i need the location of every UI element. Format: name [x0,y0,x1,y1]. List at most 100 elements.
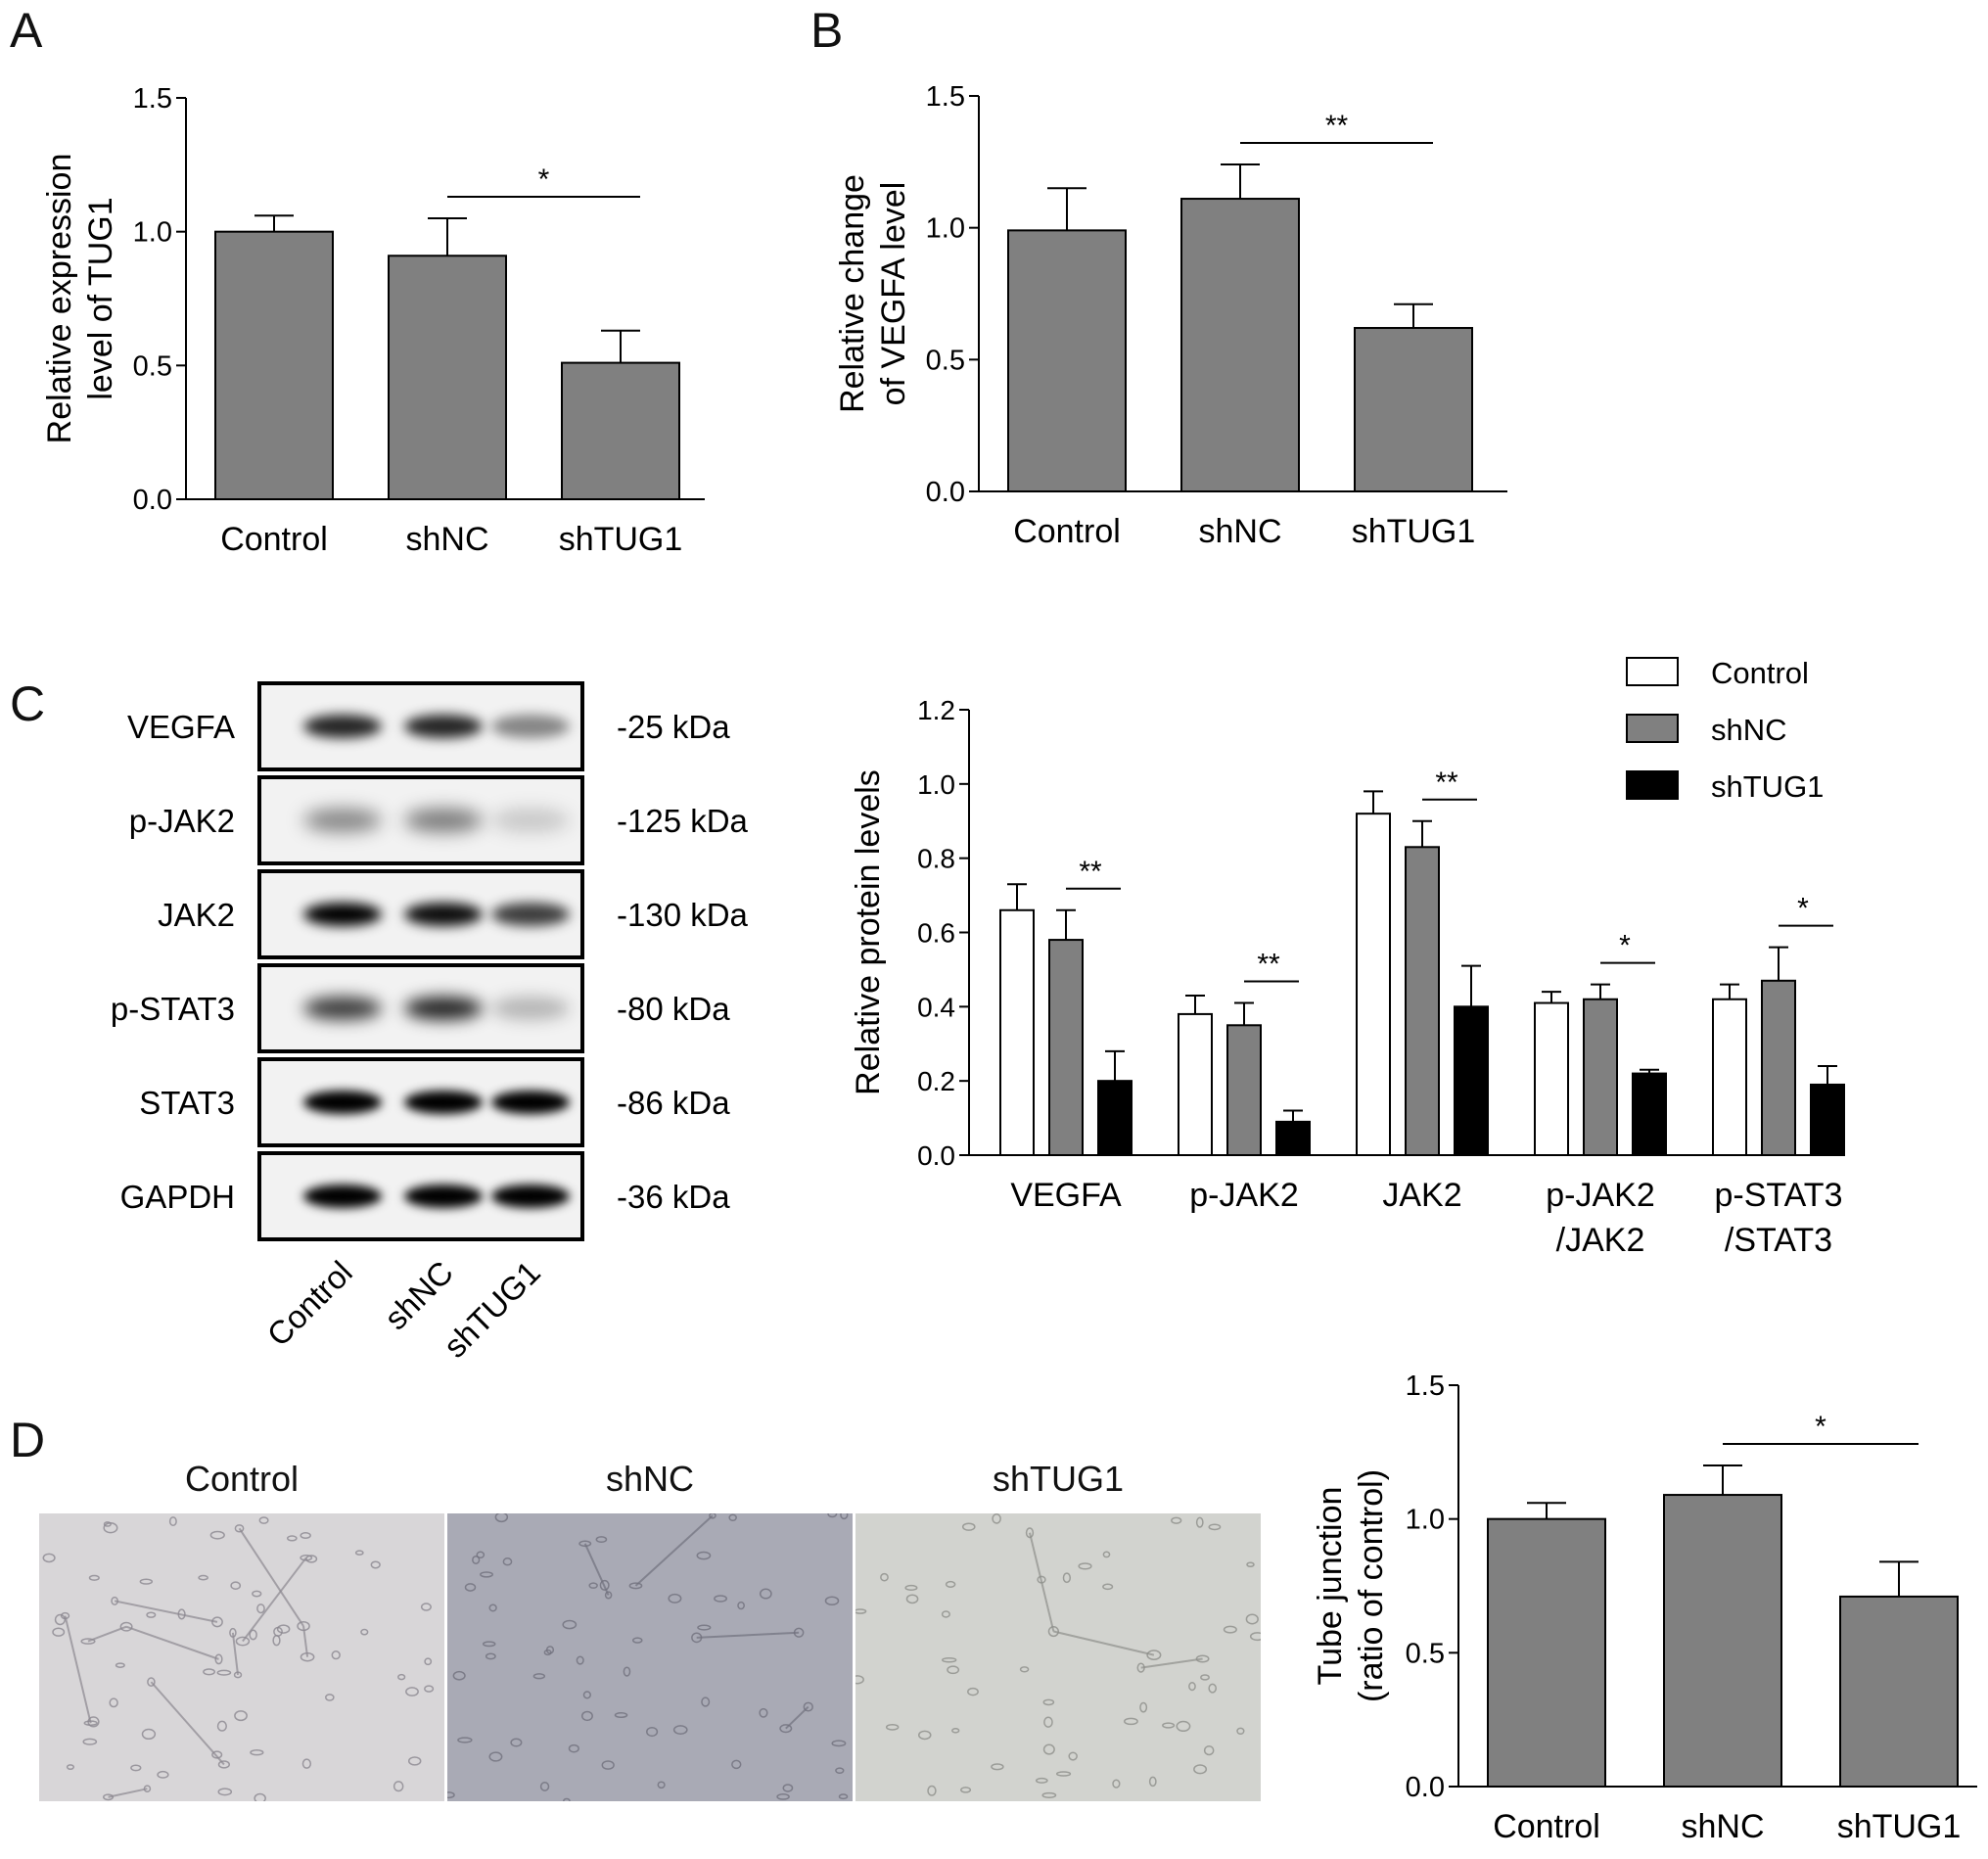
tube-branch [583,1543,610,1596]
cell [1171,1516,1182,1524]
cell [927,1785,937,1796]
micrograph-title-control: Control [184,1459,300,1499]
y-axis-label: Tube junction [1312,1487,1349,1686]
y-tick-label: 0.0 [133,485,172,516]
cell [300,1532,311,1539]
panel-label-a: A [10,3,43,58]
cell [485,1652,496,1660]
tube-branch [1053,1630,1155,1656]
cell [1047,1625,1059,1638]
cell [880,1572,889,1582]
blot-band [303,1091,382,1114]
significance-mark: ** [1257,949,1280,981]
bar-control [1712,998,1747,1156]
cell [1249,1632,1261,1642]
cell [595,1536,608,1544]
cell [582,1691,591,1699]
cell [951,1728,960,1734]
cell [147,1677,156,1687]
cell [657,1781,666,1789]
western-blot: VEGFA -25 kDa p-JAK2 -125 kDa JAK2 -130 kDa p-… [111,681,749,1365]
blot-band [303,1185,382,1208]
cell [904,1584,918,1592]
x-tick-label: shNC [1681,1808,1764,1845]
cell [1195,1516,1204,1528]
tube-branch [785,1705,809,1730]
x-tick-label: shNC [405,521,488,558]
cell [52,1627,66,1637]
cell [254,1792,266,1801]
bar-control [1356,813,1391,1157]
blot-protein-label: VEGFA [127,709,235,745]
cell [494,1513,509,1523]
bar-shtug1 [1275,1120,1311,1156]
cell [54,1613,67,1626]
cell [370,1560,381,1569]
micrograph-background [855,1513,1261,1801]
tube-branch [1140,1657,1203,1669]
significance-mark: ** [1435,767,1458,799]
bar-shtug1 [1839,1595,1959,1788]
cell [539,1782,550,1791]
cell [87,1716,100,1728]
cell [967,1687,979,1696]
cell [917,1730,932,1741]
legend-swatch-shtug1 [1626,770,1679,800]
micrograph-title-shtug1: shTUG1 [992,1459,1125,1499]
y-tick-label: 1.5 [926,81,965,113]
cell [324,1694,335,1701]
tube-branch [150,1681,225,1766]
tube-branch [302,1625,309,1657]
cell [217,1788,233,1796]
blot-lane-label: shTUG1 [437,1254,547,1365]
blot-band [404,1091,483,1114]
cell [1203,1744,1215,1756]
y-tick-label: 0.0 [917,1140,955,1171]
x-tick-label: /STAT3 [1725,1222,1832,1259]
x-tick-label: shNC [1198,513,1281,550]
cell [709,1513,717,1519]
y-tick-label: 0.5 [133,350,172,382]
micrograph-title-shnc: shNC [605,1459,695,1499]
x-tick-label: p-STAT3 [1715,1177,1843,1214]
bar-control [1007,229,1127,493]
cell [532,1673,546,1680]
cell [457,1737,473,1743]
significance-mark: ** [1325,110,1349,142]
cell [258,1516,269,1524]
cell [1019,1666,1030,1673]
cell [1102,1583,1114,1591]
cell [407,1756,422,1766]
y-tick-label: 1.5 [133,83,172,115]
cell [230,1581,242,1590]
cell [672,1725,688,1735]
bar-shnc [1226,1024,1262,1156]
cell [354,1550,364,1556]
cell [945,1580,956,1588]
cell [234,1710,248,1722]
cell [115,1662,125,1668]
tube-branch [108,1788,148,1798]
y-axis-label: Relative protein levels [850,769,887,1095]
cell [249,1629,257,1641]
blot-size-label: -36 kDa [617,1179,730,1215]
y-tick-label: 0.0 [1406,1772,1445,1803]
bar-control [1534,1001,1569,1156]
cell [214,1653,223,1665]
blot-protein-label: p-JAK2 [129,803,235,839]
cell [779,1724,793,1734]
x-tick-label: Control [1493,1808,1600,1845]
cell [42,1553,56,1563]
cell [1035,1777,1048,1784]
y-tick-label: 1.0 [926,213,965,245]
x-tick-label: Control [1013,513,1121,550]
significance-mark: ** [1079,856,1102,888]
cell [130,1764,142,1772]
cell [1208,1523,1222,1531]
cell [157,1770,169,1779]
cell [1236,1727,1245,1736]
y-tick-label: 0.8 [917,844,955,874]
chart-b: 0.0 0.5 1.0 1.5 Relative change of VEGFA leve… [834,81,1507,550]
micrograph-control [39,1513,444,1801]
cell [109,1697,118,1708]
